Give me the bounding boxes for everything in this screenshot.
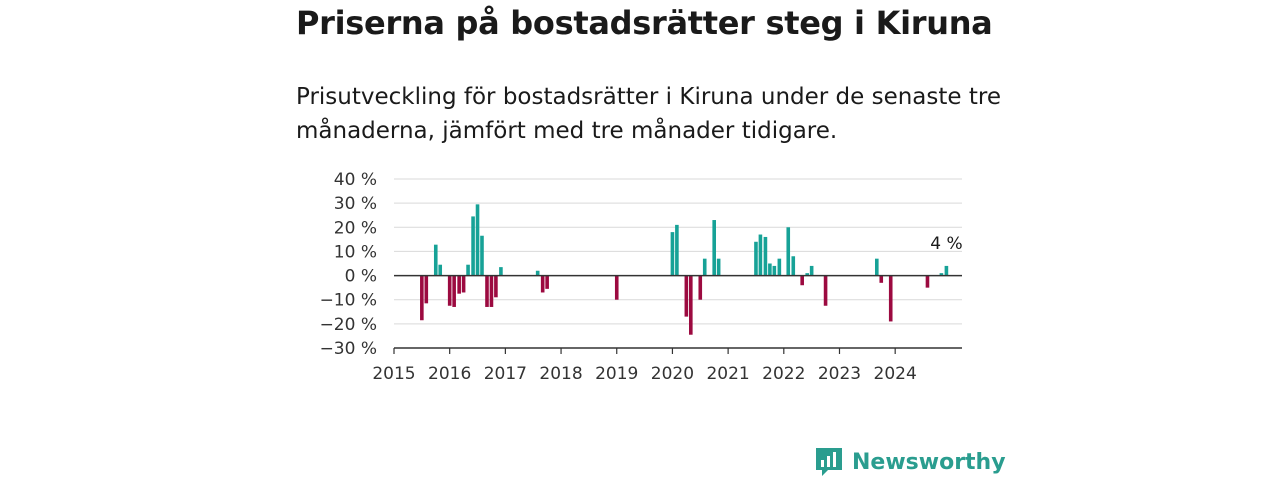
bar: [698, 275, 703, 300]
bar: [716, 258, 721, 276]
bar: [791, 256, 796, 276]
y-tick-label: 20 %: [334, 218, 377, 238]
axes: [393, 274, 962, 354]
y-tick-label: 30 %: [334, 194, 377, 214]
bar: [461, 275, 466, 293]
bar: [494, 275, 498, 298]
newsworthy-logo-icon: [816, 448, 842, 476]
bar: [875, 258, 879, 276]
bar: [540, 275, 545, 293]
y-tick-label: 40 %: [334, 170, 377, 190]
brand-name: Newsworthy: [852, 449, 1006, 475]
x-tick-label: 2017: [484, 364, 527, 384]
x-tick-label: 2018: [539, 364, 582, 384]
bar-chart: 40 %30 %20 %10 %0 %−10 %−20 %−30 % 2015 2…: [320, 170, 963, 384]
bar: [471, 216, 475, 276]
bar: [466, 264, 470, 276]
bar: [684, 275, 689, 317]
last-value-label: 4 %: [930, 234, 962, 254]
x-tick-label: 2024: [874, 364, 917, 384]
bar: [702, 258, 707, 276]
bar: [420, 275, 424, 321]
bar: [457, 275, 461, 294]
bar: [944, 265, 949, 276]
bar: [809, 265, 814, 276]
y-tick-label: −20 %: [320, 315, 377, 335]
chart-title: Priserna på bostadsrätter steg i Kiruna: [296, 4, 993, 42]
bar: [763, 236, 768, 276]
bar: [772, 265, 777, 276]
bar: [800, 275, 804, 286]
bars: [420, 204, 949, 335]
bar: [480, 235, 484, 276]
bar: [485, 275, 489, 307]
bar: [879, 275, 884, 283]
bar: [888, 275, 893, 322]
bar: [823, 275, 828, 306]
x-tick-label: 2022: [762, 364, 805, 384]
bar: [689, 275, 693, 335]
x-tick-label: 2020: [651, 364, 694, 384]
bar: [675, 224, 679, 276]
y-axis-labels: 40 % 30 % 20 % 10 % 0 % −10 % −20 % −30 %: [320, 170, 377, 359]
bar: [754, 241, 758, 276]
x-tick-label: 2023: [818, 364, 861, 384]
bar: [433, 244, 438, 276]
bar: [452, 275, 456, 307]
chart-subtitle: Prisutveckling för bostadsrätter i Kirun…: [296, 84, 1001, 144]
bar: [545, 275, 549, 289]
bar: [447, 275, 452, 306]
bar: [499, 267, 503, 276]
x-tick-label: 2021: [706, 364, 749, 384]
bar: [614, 275, 619, 300]
bar: [777, 258, 782, 276]
x-tick-label: 2015: [372, 364, 415, 384]
bar: [768, 263, 772, 276]
y-tick-label: −30 %: [320, 339, 377, 359]
bar: [786, 227, 791, 276]
y-tick-label: 0 %: [345, 267, 377, 287]
x-tick-label: 2019: [595, 364, 638, 384]
bar: [758, 234, 763, 276]
y-tick-label: −10 %: [320, 291, 377, 311]
x-axis-labels: 2015 2016 2017 2018 2019 2020 2021 2022 2023 2024: [372, 364, 916, 384]
brand-logo: Newsworthy: [814, 446, 1006, 478]
bar: [489, 275, 494, 307]
y-tick-label: 10 %: [334, 242, 377, 262]
bar: [925, 275, 930, 288]
annotations: 4 %: [930, 234, 962, 254]
bar: [535, 270, 540, 276]
bar: [670, 232, 675, 276]
x-tick-label: 2016: [428, 364, 471, 384]
bar: [805, 273, 809, 276]
bar: [424, 275, 429, 304]
bar: [475, 204, 480, 276]
bar: [438, 264, 443, 276]
bar: [712, 220, 716, 276]
bar: [939, 273, 944, 276]
